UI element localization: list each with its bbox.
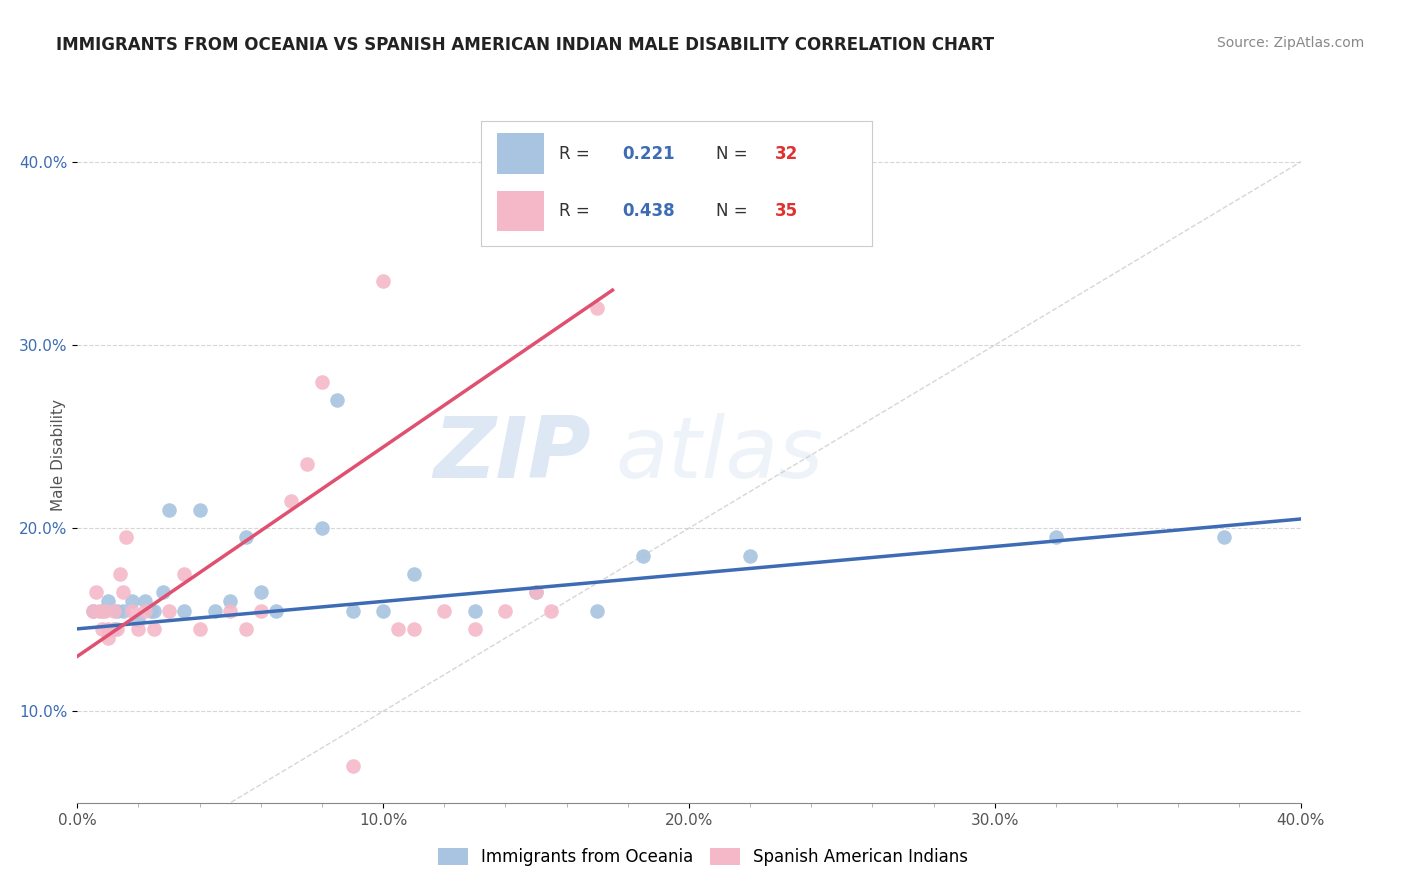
Point — [342, 603, 364, 617]
Point — [139, 603, 162, 617]
Point — [264, 603, 287, 617]
Point — [90, 603, 112, 617]
Point — [103, 603, 125, 617]
Point — [402, 566, 425, 581]
Point — [371, 603, 394, 617]
Y-axis label: Male Disability: Male Disability — [51, 399, 66, 511]
Point — [188, 503, 211, 517]
Point — [87, 603, 110, 617]
Point — [142, 603, 165, 617]
Point — [103, 622, 125, 636]
Point — [371, 274, 394, 288]
Point — [250, 585, 273, 599]
Point — [157, 603, 180, 617]
Point — [105, 603, 128, 617]
Point — [219, 603, 242, 617]
Point — [235, 530, 257, 544]
Point — [90, 622, 112, 636]
Point — [112, 603, 135, 617]
Point — [219, 594, 242, 608]
Point — [82, 603, 104, 617]
Point — [586, 301, 609, 316]
Point — [121, 594, 143, 608]
Point — [112, 585, 135, 599]
Point — [495, 603, 517, 617]
Point — [631, 549, 654, 563]
Point — [295, 457, 318, 471]
Text: Source: ZipAtlas.com: Source: ZipAtlas.com — [1216, 36, 1364, 50]
Point — [740, 549, 762, 563]
Point — [173, 603, 195, 617]
Text: IMMIGRANTS FROM OCEANIA VS SPANISH AMERICAN INDIAN MALE DISABILITY CORRELATION C: IMMIGRANTS FROM OCEANIA VS SPANISH AMERI… — [56, 36, 994, 54]
Point — [433, 603, 456, 617]
Point — [128, 622, 150, 636]
Point — [188, 622, 211, 636]
Point — [1213, 530, 1236, 544]
Point — [128, 613, 150, 627]
Point — [157, 503, 180, 517]
Point — [342, 759, 364, 773]
Point — [97, 622, 120, 636]
Point — [235, 622, 257, 636]
Point — [250, 603, 273, 617]
Point — [134, 603, 156, 617]
Point — [173, 566, 195, 581]
Point — [540, 603, 562, 617]
Point — [204, 603, 226, 617]
Point — [311, 375, 333, 389]
Point — [524, 585, 547, 599]
Point — [586, 603, 609, 617]
Point — [311, 521, 333, 535]
Legend: Immigrants from Oceania, Spanish American Indians: Immigrants from Oceania, Spanish America… — [429, 840, 977, 875]
Point — [464, 622, 486, 636]
Point — [115, 530, 138, 544]
Point — [402, 622, 425, 636]
Point — [387, 622, 409, 636]
Point — [97, 631, 120, 645]
Text: ZIP: ZIP — [433, 413, 591, 497]
Point — [97, 594, 120, 608]
Point — [326, 392, 349, 407]
Point — [524, 585, 547, 599]
Point — [280, 493, 302, 508]
Point — [84, 585, 107, 599]
Point — [105, 622, 128, 636]
Point — [94, 603, 117, 617]
Point — [1045, 530, 1067, 544]
Point — [82, 603, 104, 617]
Point — [152, 585, 174, 599]
Point — [464, 603, 486, 617]
Point — [142, 622, 165, 636]
Point — [121, 603, 143, 617]
Text: atlas: atlas — [616, 413, 824, 497]
Point — [108, 566, 131, 581]
Point — [134, 594, 156, 608]
